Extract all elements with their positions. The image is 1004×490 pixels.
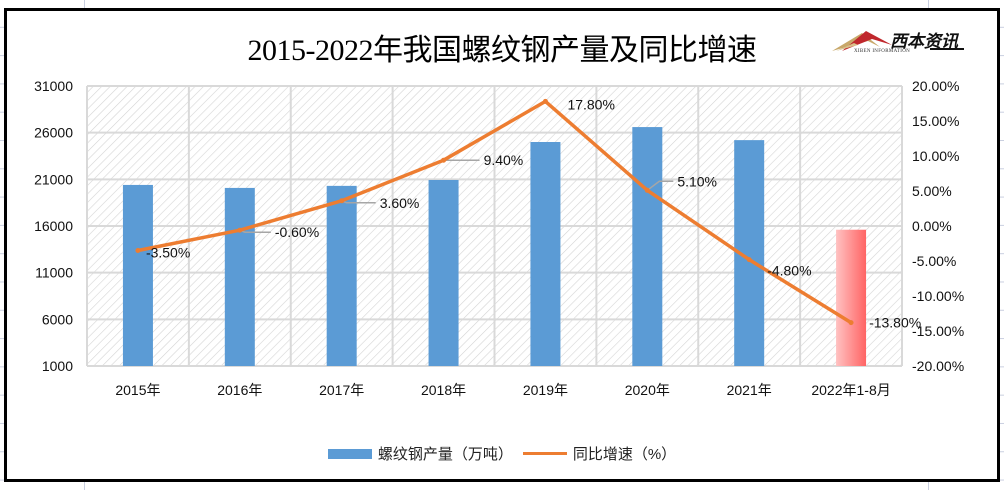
x-tick-label: 2015年 (115, 382, 160, 398)
data-label: 5.10% (677, 173, 717, 189)
line-point[interactable] (339, 198, 345, 204)
line-point[interactable] (542, 98, 548, 104)
mountain-logo-icon (832, 31, 892, 51)
brand-logo: 西本资讯 XIBEN INFORMATION (832, 27, 967, 63)
bar-production[interactable] (326, 185, 357, 366)
data-label: 9.40% (484, 152, 524, 168)
line-point[interactable] (135, 248, 141, 253)
line-point[interactable] (644, 187, 650, 193)
data-label: -0.60% (275, 224, 319, 240)
y-right-tick-label: 0.00% (912, 218, 952, 234)
x-tick-label: 2016年 (217, 382, 262, 398)
y-right-tick-label: 5.00% (912, 183, 952, 199)
bar-production[interactable] (836, 229, 867, 366)
bar-production[interactable] (632, 127, 663, 366)
data-label: -13.80% (869, 315, 921, 331)
y-right-tick-label: -20.00% (912, 358, 964, 374)
y-right-tick-label: -10.00% (912, 288, 964, 304)
line-point[interactable] (441, 157, 447, 163)
legend-swatch-line (522, 452, 567, 455)
y-left-tick-label: 16000 (34, 218, 73, 234)
line-growth-rate (137, 99, 852, 325)
chart-legend: 螺纹钢产量（万吨） 同比增速（%） (7, 443, 997, 464)
data-label: -3.50% (146, 245, 190, 261)
x-tick-label: 2017年 (319, 382, 364, 398)
y-right-tick-label: 20.00% (912, 78, 959, 94)
logo-subtitle: XIBEN INFORMATION (854, 49, 911, 54)
bar-production[interactable] (224, 187, 255, 366)
bar-production[interactable] (530, 142, 561, 366)
y-left-tick-label: 1000 (42, 358, 73, 374)
legend-item-growth[interactable]: 同比增速（%） (522, 443, 677, 464)
x-tick-label: 2020年 (625, 382, 670, 398)
data-label: -4.80% (767, 263, 811, 279)
data-label-leader (646, 180, 674, 191)
chart-title: 2015-2022年我国螺纹钢产量及同比增速 (247, 34, 758, 67)
y-left-tick-label: 11000 (35, 265, 73, 281)
legend-label-production: 螺纹钢产量（万吨） (377, 446, 513, 463)
x-tick-label: 2022年1-8月 (811, 382, 890, 398)
line-point[interactable] (237, 227, 243, 233)
y-left-tick-label: 31000 (34, 78, 73, 94)
x-tick-label: 2021年 (727, 382, 772, 398)
legend-item-production[interactable]: 螺纹钢产量（万吨） (327, 443, 513, 464)
logo-name: 西本资讯 (890, 32, 958, 52)
x-tick-label: 2019年 (523, 382, 568, 398)
x-tick-label: 2018年 (421, 382, 466, 398)
line-point[interactable] (848, 320, 854, 326)
line-point[interactable] (746, 257, 752, 263)
chart-plot: -3.50% -0.60% 3.60% 9.40% 17.80% 5.10% -4.80% -… (34, 78, 964, 398)
y-right-tick-label: -5.00% (912, 253, 956, 269)
y-left-tick-label: 21000 (34, 171, 73, 187)
y-right-tick-label: -15.00% (912, 323, 964, 339)
data-label: 17.80% (567, 96, 614, 112)
y-left-tick-label: 6000 (42, 311, 73, 327)
bar-production[interactable] (122, 184, 153, 366)
logo-underline (930, 48, 964, 50)
legend-swatch-bar (327, 448, 372, 459)
y-left-tick-label: 26000 (34, 125, 73, 141)
chart-container[interactable]: 2015-2022年我国螺纹钢产量及同比增速 西本资讯 XIBEN INFORM… (4, 8, 1000, 482)
y-right-tick-label: 10.00% (912, 148, 959, 164)
bar-production[interactable] (428, 179, 459, 366)
data-label: 3.60% (380, 195, 420, 211)
y-right-tick-label: 15.00% (912, 113, 959, 129)
legend-label-growth: 同比增速（%） (572, 446, 677, 463)
